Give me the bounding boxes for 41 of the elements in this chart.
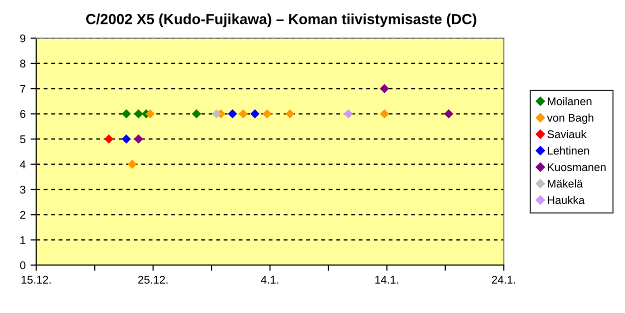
y-tick-label: 0: [20, 261, 26, 270]
point: [262, 109, 272, 118]
y-tick-label: 8: [20, 60, 26, 68]
legend-label: Moilanen: [548, 97, 592, 106]
x-tick-label: 24.1.: [492, 276, 516, 284]
y-tick-label: 6: [20, 110, 26, 118]
x-tick-label: 25.12.: [138, 276, 168, 284]
point: [134, 109, 144, 118]
legend-label: Mäkelä: [548, 179, 583, 188]
point: [128, 160, 137, 169]
point: [380, 84, 390, 94]
chart-title: C/2002 X5 (Kudo-Fujikawa) – Koman tiivistymisaste (DC): [86, 14, 476, 28]
point: [104, 134, 114, 144]
y-tick-label: 5: [20, 135, 26, 144]
y-tick-label: 9: [20, 34, 26, 42]
point: [146, 109, 155, 118]
point: [192, 109, 202, 118]
point: [250, 109, 260, 118]
point: [122, 134, 131, 144]
point: [285, 109, 295, 118]
legend-label: Haukka: [548, 196, 585, 204]
legend-label: Saviauk: [548, 130, 587, 138]
y-tick-label: 7: [20, 84, 26, 93]
point: [212, 109, 222, 118]
legend-label: von Bagh: [547, 114, 594, 124]
point: [134, 134, 144, 144]
point: [228, 109, 238, 118]
legend-label: Lehtinen: [548, 146, 589, 155]
legend-label: Kuosmanen: [548, 163, 606, 172]
y-tick-label: 4: [20, 160, 26, 168]
point: [344, 109, 354, 118]
x-tick-label: 4.1.: [260, 276, 278, 284]
point: [444, 109, 454, 118]
point: [122, 109, 131, 118]
x-tick-label: 14.1.: [375, 276, 398, 284]
point: [238, 109, 248, 118]
y-tick-label: 2: [20, 210, 26, 219]
y-tick-label: 3: [20, 186, 26, 194]
x-tick-label: 15.12.: [22, 276, 51, 284]
point: [380, 109, 390, 118]
y-tick-label: 1: [20, 236, 26, 244]
